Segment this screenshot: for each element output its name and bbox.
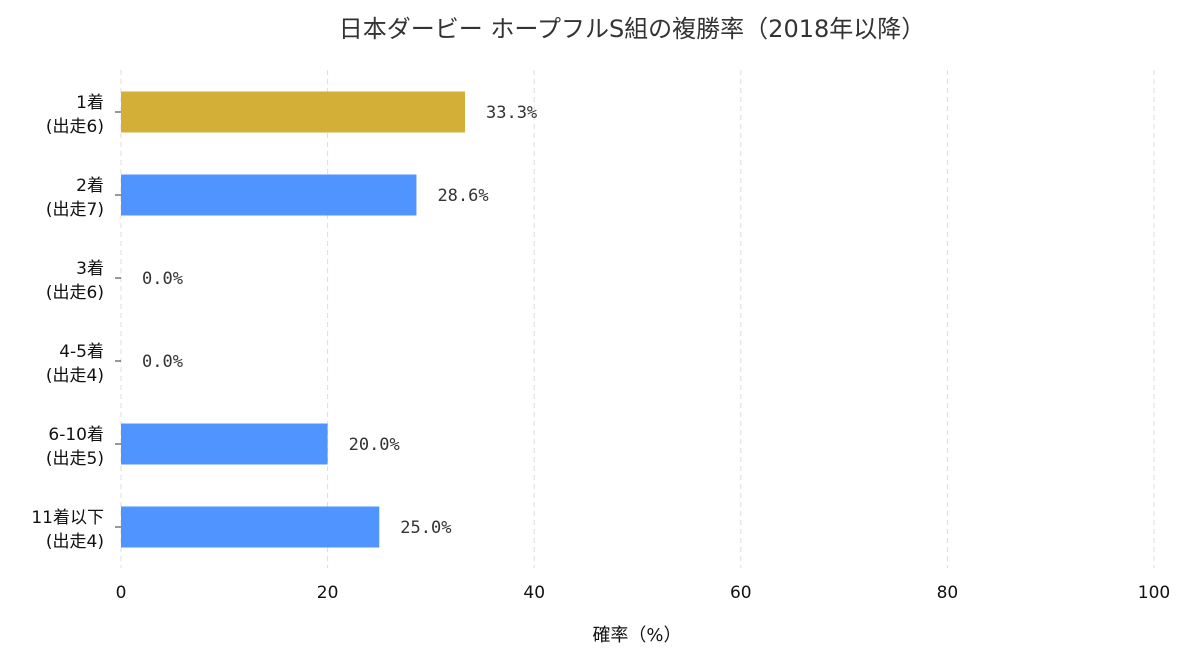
y-tick-label-starters: (出走4) (46, 366, 104, 386)
data-label: 25.0% (400, 518, 451, 538)
bar (121, 423, 328, 465)
bar (121, 91, 465, 133)
y-tick-label-position: 3着 (76, 259, 104, 279)
y-tick-label-position: 11着以下 (31, 508, 104, 528)
x-tick-labels: 0 20 40 60 80 100 (116, 583, 1171, 603)
y-tick-label-starters: (出走5) (46, 449, 104, 469)
y-tick-label-position: 1着 (76, 93, 104, 113)
bar (121, 174, 417, 216)
data-label: 33.3% (486, 103, 537, 123)
x-tick-label: 20 (317, 583, 339, 603)
x-axis-label: 確率（%） (592, 625, 681, 646)
data-label: 0.0% (142, 352, 183, 372)
data-label: 28.6% (437, 186, 488, 206)
bars: 33.3% 28.6% 0.0% 0.0% 20.0% 25.0% (121, 91, 537, 548)
data-label: 20.0% (349, 435, 400, 455)
x-tick-label: 100 (1138, 583, 1170, 603)
chart-title: 日本ダービー ホープフルS組の複勝率（2018年以降） (339, 15, 926, 43)
y-tick-label-position: 2着 (76, 176, 104, 196)
bar (121, 506, 380, 548)
gridlines (120, 70, 1155, 568)
y-tick-label-starters: (出走6) (46, 117, 104, 137)
y-tick-labels: 1着 (出走6) 2着 (出走7) 3着 (出走6) 4-5着 (出走4) 6-10着 (出走5)… (31, 93, 121, 552)
y-tick-label-position: 4-5着 (59, 342, 104, 362)
x-tick-label: 0 (116, 583, 127, 603)
y-tick-label-starters: (出走4) (46, 532, 104, 552)
x-tick-label: 40 (523, 583, 545, 603)
y-tick-label-starters: (出走7) (46, 200, 104, 220)
data-label: 0.0% (142, 269, 183, 289)
y-tick-label-starters: (出走6) (46, 283, 104, 303)
y-tick-label-position: 6-10着 (48, 425, 104, 445)
x-tick-label: 60 (730, 583, 752, 603)
x-tick-label: 80 (937, 583, 959, 603)
